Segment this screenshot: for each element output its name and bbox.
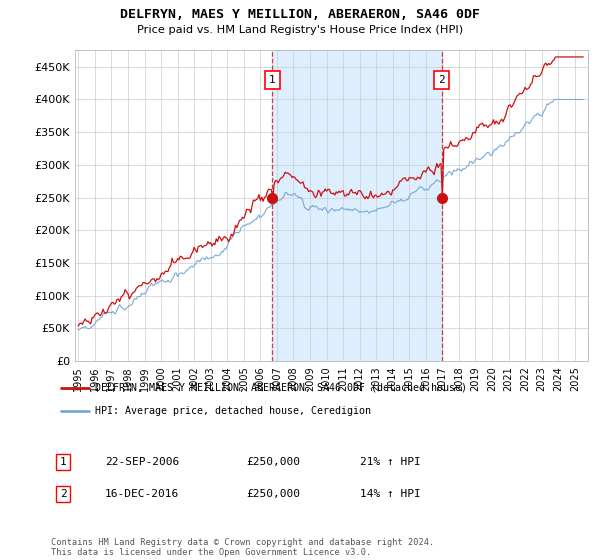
Text: 2: 2	[439, 75, 445, 85]
Text: 22-SEP-2006: 22-SEP-2006	[105, 457, 179, 467]
Text: 1: 1	[269, 75, 275, 85]
Bar	[272, 50, 442, 361]
Text: 21% ↑ HPI: 21% ↑ HPI	[360, 457, 421, 467]
Text: 1: 1	[59, 457, 67, 467]
Text: HPI: Average price, detached house, Ceredigion: HPI: Average price, detached house, Cere…	[95, 406, 371, 416]
Text: £250,000: £250,000	[246, 489, 300, 499]
Text: £250,000: £250,000	[246, 457, 300, 467]
Text: DELFRYN, MAES Y MEILLION, ABERAERON, SA46 0DF: DELFRYN, MAES Y MEILLION, ABERAERON, SA4…	[120, 8, 480, 21]
Text: DELFRYN, MAES Y MEILLION, ABERAERON, SA46 0DF (detached house): DELFRYN, MAES Y MEILLION, ABERAERON, SA4…	[95, 382, 467, 393]
Text: 14% ↑ HPI: 14% ↑ HPI	[360, 489, 421, 499]
Text: 2: 2	[59, 489, 67, 499]
Text: Contains HM Land Registry data © Crown copyright and database right 2024.
This d: Contains HM Land Registry data © Crown c…	[51, 538, 434, 557]
Text: 16-DEC-2016: 16-DEC-2016	[105, 489, 179, 499]
Text: Price paid vs. HM Land Registry's House Price Index (HPI): Price paid vs. HM Land Registry's House …	[137, 25, 463, 35]
